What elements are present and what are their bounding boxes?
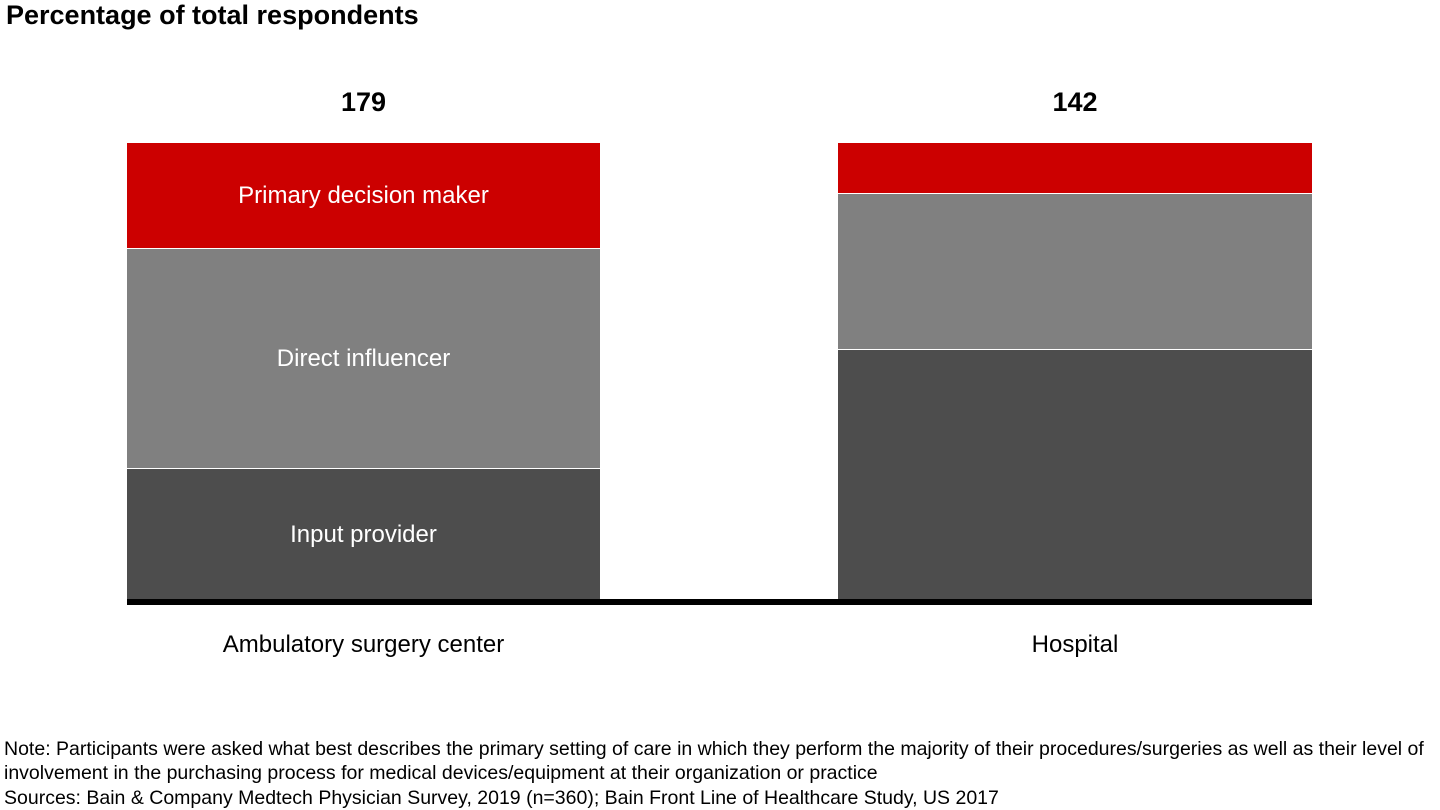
- bar-total-label: 179: [340, 87, 387, 117]
- category-label-hospital: Hospital: [1031, 631, 1119, 658]
- bar-stack: [838, 143, 1312, 601]
- chart-title: Percentage of total respondents: [6, 0, 419, 30]
- segment-primary-decision-maker: Primary decision maker: [127, 143, 600, 249]
- stacked-bar-chart: 179 Primary decision maker Direct influenc…: [127, 87, 1312, 601]
- sources-text: Sources: Bain & Company Medtech Physicia…: [4, 787, 999, 809]
- segment-input-provider: [838, 349, 1312, 601]
- bar-hospital: 142: [838, 87, 1312, 601]
- segment-label: Primary decision maker: [238, 181, 489, 209]
- note-text: Note: Participants were asked what best …: [4, 738, 1424, 784]
- bar-ambulatory-surgery-center: 179 Primary decision maker Direct influenc…: [127, 87, 600, 601]
- category-label-ambulatory-surgery-center: Ambulatory surgery center: [222, 631, 505, 658]
- segment-input-provider: Input provider: [127, 468, 600, 601]
- bar-total-label: 142: [1052, 87, 1098, 117]
- segment-direct-influencer: [838, 193, 1312, 350]
- bar-stack: Primary decision maker Direct influencer I…: [127, 143, 600, 601]
- segment-direct-influencer: Direct influencer: [127, 248, 600, 469]
- segment-primary-decision-maker: [838, 143, 1312, 194]
- x-axis-baseline: [127, 599, 1312, 605]
- segment-label: Input provider: [290, 521, 437, 549]
- segment-label: Direct influencer: [276, 344, 451, 372]
